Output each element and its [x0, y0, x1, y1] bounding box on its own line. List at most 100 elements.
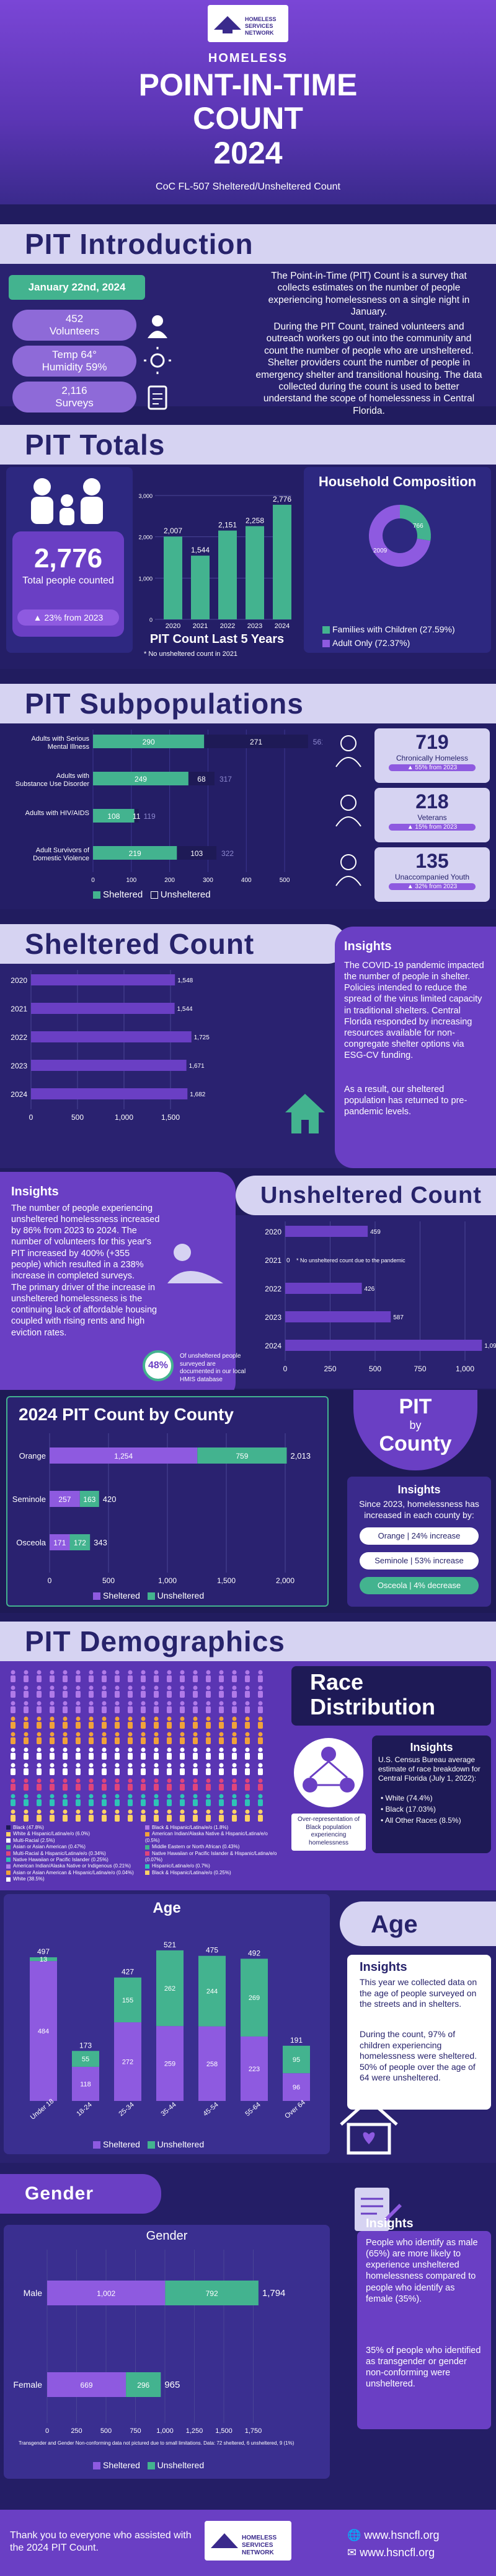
person-icon-body [154, 1675, 159, 1682]
chart-bar [31, 1031, 192, 1042]
sun-cloud-icon [144, 347, 171, 374]
age-value-sheltered: 118 [80, 2080, 91, 2088]
person-icon-head [128, 1701, 133, 1706]
person-icon-head [50, 1701, 55, 1706]
county-tick: 1,000 [158, 1576, 177, 1585]
person-icon-head [232, 1778, 237, 1783]
person-icon-head [102, 1809, 107, 1814]
age-value-unsheltered: 13 [40, 1956, 47, 1963]
gender-bar-unsheltered [165, 2281, 259, 2305]
age-legend-sheltered: Sheltered [103, 2139, 140, 2149]
person-icon-head [50, 1778, 55, 1783]
person-icon-body [258, 1799, 263, 1806]
age-value-unsheltered: 55 [82, 2056, 89, 2063]
race-legend-label: Native Hawaiian or Pacific Islander & Hi… [145, 1850, 277, 1862]
person-icon-body [76, 1706, 81, 1713]
race-legend-item: Black (47.8%) [6, 1825, 140, 1831]
person-icon-head [76, 1763, 81, 1768]
person-icon-body [76, 1691, 81, 1698]
person-icon-body [219, 1784, 224, 1791]
chart-category: 2022 [11, 1033, 27, 1042]
person-icon-head [180, 1747, 185, 1752]
subpop-value-sheltered: 249 [135, 775, 147, 784]
county-bar-unsheltered [69, 1534, 91, 1550]
person-icon-head [128, 1670, 133, 1675]
footer-url2[interactable]: ✉ www.hsncfl.org [347, 2546, 435, 2559]
person-icon-body [89, 1815, 94, 1822]
person-icon-body [50, 1799, 55, 1806]
county-value-sheltered: 171 [53, 1539, 66, 1547]
person-icon-head [180, 1732, 185, 1737]
county-legend: Sheltered Unsheltered [93, 1591, 204, 1602]
person-icon-body [258, 1815, 263, 1822]
person-icon-head [167, 1778, 172, 1783]
chart-bar-label: 1,548 [177, 977, 193, 984]
person-icon-head [258, 1732, 263, 1737]
intro-heading: PIT Introduction [0, 224, 496, 264]
footer-url1-text[interactable]: www.hsncfl.org [364, 2529, 440, 2541]
person-icon-body [76, 1675, 81, 1682]
person-icon-body [167, 1784, 172, 1791]
person-icon-body [89, 1706, 94, 1713]
person-icon-head [24, 1701, 29, 1706]
intro-surveys: 2,116 Surveys [12, 382, 136, 413]
footer-url2-text[interactable]: www.hsncfl.org [360, 2546, 435, 2559]
age-value-unsheltered: 262 [164, 1985, 175, 1993]
person-icon-body [50, 1675, 55, 1682]
county-value-unsheltered: 163 [83, 1495, 95, 1504]
subpop-stat-card: 218 Veterans ▲ 15% from 2023 [374, 788, 490, 842]
age-bar-sheltered [283, 2073, 310, 2101]
person-icon-head [76, 1716, 81, 1721]
person-icon-body [232, 1768, 237, 1775]
subpop-bar-sheltered [93, 772, 188, 785]
person-icon-head [50, 1763, 55, 1768]
person-icon-head [180, 1778, 185, 1783]
age-value-sheltered: 258 [206, 2061, 218, 2068]
total-label: Total people counted [22, 575, 114, 586]
person-icon-body [89, 1737, 94, 1744]
person-icon-body [245, 1815, 250, 1822]
gender-total: 1,794 [262, 2288, 286, 2299]
county-tick: 500 [102, 1576, 115, 1585]
gender-chart: 0 250 500 750 1,000 1,250 1,500 1,750 Male 1,002 7… [13, 2250, 286, 2435]
network-people-icon [294, 1738, 363, 1807]
county-category: Orange [19, 1451, 46, 1460]
person-icon-body [141, 1815, 146, 1822]
person-icon-body [63, 1737, 68, 1744]
person-icon-head [180, 1701, 185, 1706]
footer-url1[interactable]: 🌐 www.hsncfl.org [347, 2529, 440, 2541]
person-icon-body [245, 1706, 250, 1713]
age-section: Age 484 13 497 Under 18 118 55 173 18-24 272 155 4… [0, 1890, 496, 2163]
person-icon-head [115, 1778, 120, 1783]
person-icon-body [219, 1691, 224, 1698]
subpop-stat-label: Chronically Homeless [396, 754, 469, 762]
person-icon-head [193, 1778, 198, 1783]
person-icon-head [167, 1716, 172, 1721]
totals-category: 2023 [247, 622, 262, 630]
subpop-category: Adult Survivors of [36, 847, 90, 854]
person-icon-head [50, 1809, 55, 1814]
person-icon-head [180, 1685, 185, 1690]
person-icon-body [154, 1737, 159, 1744]
age-total: 521 [164, 1941, 176, 1949]
intro-weather: Temp 64° Humidity 59% [12, 346, 136, 377]
person-icon-body [232, 1691, 237, 1698]
race-legend-item: Asian or Asian American (0.47%) [6, 1844, 140, 1850]
person-icon-head [37, 1670, 42, 1675]
svg-text:HOMELESS: HOMELESS [245, 16, 277, 22]
chart-tick: 1,000 [456, 1364, 474, 1373]
header-title-line1: POINT-IN-TIME [138, 68, 358, 102]
race-legend-item: American Indian/Alaska Native & Hispanic… [145, 1831, 279, 1844]
subpop-stat-card: 719 Chronically Homeless ▲ 55% from 2023 [374, 728, 490, 783]
person-icon-body [206, 1675, 211, 1682]
person-icon-head [76, 1747, 81, 1752]
person-icon-body [50, 1815, 55, 1822]
gender-legend-sheltered: Sheltered [103, 2460, 140, 2470]
subpop-value-unsheltered: 103 [190, 849, 203, 858]
person-icon-body [63, 1784, 68, 1791]
age-bar-unsheltered [241, 1958, 268, 2037]
person-icon-body [89, 1753, 94, 1760]
chart-bar-label: 1,094 [484, 1343, 496, 1350]
person-icon-body [115, 1737, 120, 1744]
